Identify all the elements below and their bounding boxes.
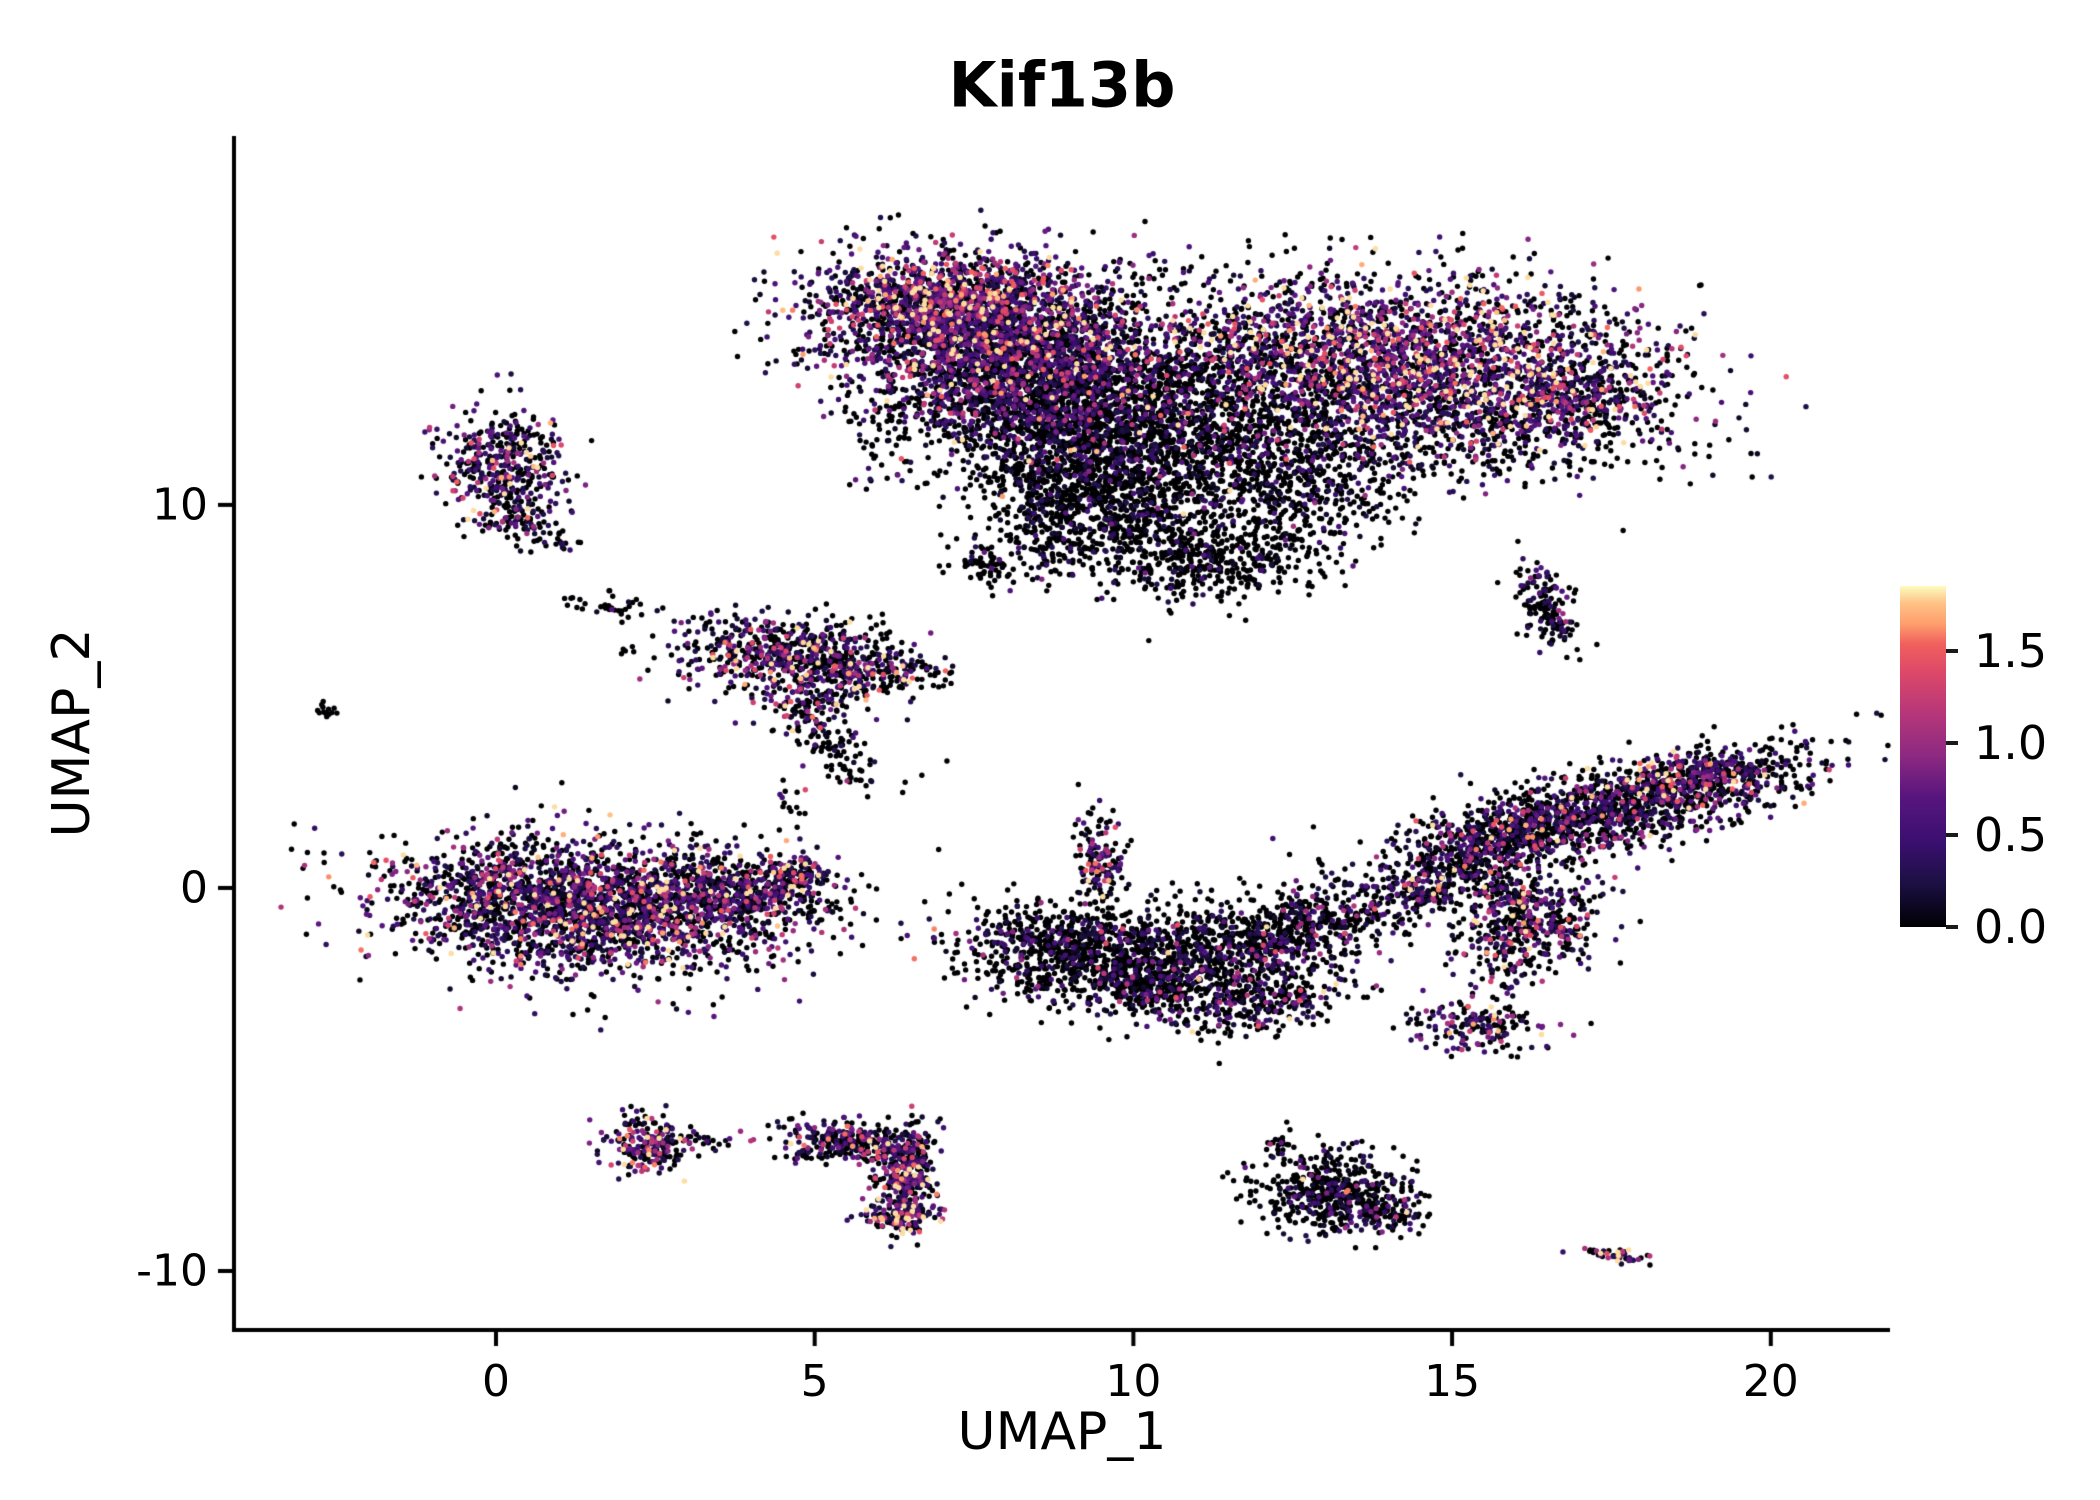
colorbar-tick-label: 0.5	[1974, 807, 2048, 862]
x-axis-label: UMAP_1	[957, 1402, 1167, 1462]
colorbar-tick-label: 1.0	[1974, 715, 2048, 770]
x-tick-label: 10	[1105, 1356, 1162, 1407]
page-title: Kif13b	[948, 48, 1176, 122]
y-tick-label: 0	[180, 862, 208, 914]
colorbar-tick-mark	[1946, 740, 1958, 745]
colorbar-tick-label: 0.0	[1974, 900, 2048, 954]
colorbar-tick-label: 1.5	[1974, 623, 2048, 678]
colorbar-gradient	[1900, 586, 1946, 927]
colorbar-tick-mark	[1946, 832, 1958, 837]
colorbar-tick-mark	[1946, 925, 1958, 929]
x-tick-label: 20	[1742, 1356, 1799, 1407]
x-tick-label: 15	[1424, 1356, 1481, 1407]
y-tick-label: -10	[136, 1245, 208, 1297]
x-tick-label: 0	[481, 1356, 510, 1407]
x-tick-label: 5	[800, 1356, 829, 1407]
y-tick-label: 10	[152, 479, 208, 531]
y-axis-label: UMAP_2	[42, 628, 102, 838]
colorbar-tick-mark	[1946, 648, 1958, 653]
